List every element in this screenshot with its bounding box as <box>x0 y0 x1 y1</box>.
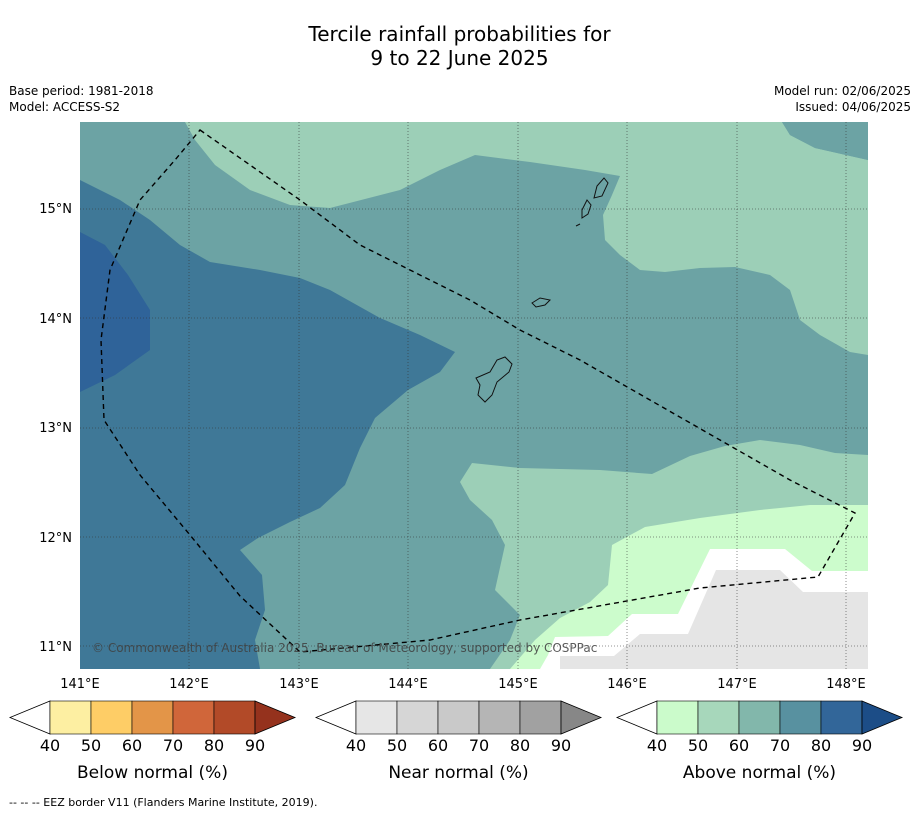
colorbar-segment <box>738 700 781 735</box>
colorbar-tick-label: 70 <box>770 736 790 755</box>
lon-label: 143°E <box>279 677 319 692</box>
lat-label: 14°N <box>39 312 72 327</box>
colorbar-label: Below normal (%) <box>77 763 228 783</box>
colorbar-segment <box>172 700 215 735</box>
eez-legend: -- -- -- EEZ border V11 (Flanders Marine… <box>9 796 318 809</box>
colorbar-segment <box>519 700 562 735</box>
colorbar-segment <box>478 700 521 735</box>
colorbar-segment <box>437 700 480 735</box>
top-right-above-50 <box>782 122 868 160</box>
lat-label: 11°N <box>39 640 72 655</box>
left-above-60-region <box>80 180 455 669</box>
colorbar-segment <box>49 700 92 735</box>
colorbar-tick-label: 40 <box>40 736 60 755</box>
colorbar-segment <box>697 700 740 735</box>
colorbar-tick-label: 90 <box>245 736 265 755</box>
lon-label: 144°E <box>388 677 428 692</box>
lon-label: 145°E <box>498 677 538 692</box>
colorbar-below-normal: 40 50 60 70 80 90 Below normal (%) <box>8 700 297 783</box>
island-rota <box>531 297 552 308</box>
colorbar-tick-label: 80 <box>811 736 831 755</box>
colorbar-segment <box>90 700 133 735</box>
near-normal-grey-area <box>560 570 868 669</box>
map-area: © Commonwealth of Australia 2025, Bureau… <box>80 122 868 669</box>
copyright-text: © Commonwealth of Australia 2025, Bureau… <box>92 641 597 655</box>
colorbar-under-arrow <box>8 700 51 735</box>
colorbar-tick-label: 90 <box>551 736 571 755</box>
title-line-1: Tercile rainfall probabilities for <box>308 22 611 46</box>
colorbar-tick-label: 60 <box>122 736 142 755</box>
colorbar-near-normal: 40 50 60 70 80 90 Near normal (%) <box>314 700 603 783</box>
colorbar-segment <box>779 700 822 735</box>
island-tinian <box>581 199 592 219</box>
latitude-labels: 15°N 14°N 13°N 12°N 11°N <box>39 202 72 655</box>
colorbar-tick-label: 40 <box>647 736 667 755</box>
base-period: Base period: 1981-2018 <box>9 84 154 98</box>
island-aguijan <box>575 223 581 227</box>
island-saipan <box>593 177 609 199</box>
colorbar-over-arrow <box>254 700 297 735</box>
issued-date: Issued: 04/06/2025 <box>795 100 911 114</box>
colorbar-segment <box>131 700 174 735</box>
title-line-2: 9 to 22 June 2025 <box>370 46 549 70</box>
colorbar-over-arrow <box>560 700 603 735</box>
lon-label: 146°E <box>607 677 647 692</box>
chart-title: Tercile rainfall probabilities for 9 to … <box>0 22 919 70</box>
colorbar-tick-label: 70 <box>163 736 183 755</box>
colorbar-tick-label: 50 <box>387 736 407 755</box>
colorbar-segment <box>656 700 699 735</box>
colorbar-tick-label: 50 <box>81 736 101 755</box>
grid-lines <box>80 122 868 669</box>
colorbar-tick-label: 60 <box>729 736 749 755</box>
islands <box>475 177 609 403</box>
meta-right: Model run: 02/06/2025 Issued: 04/06/2025 <box>774 83 911 115</box>
colorbar-segment <box>396 700 439 735</box>
colorbar-tick-label: 80 <box>204 736 224 755</box>
lat-label: 12°N <box>39 531 72 546</box>
island-guam <box>475 356 513 403</box>
lat-label: 15°N <box>39 202 72 217</box>
colorbar-segment <box>213 700 256 735</box>
colorbar-tick-label: 70 <box>469 736 489 755</box>
lon-label: 147°E <box>717 677 757 692</box>
model-run: Model run: 02/06/2025 <box>773 84 911 98</box>
lon-label: 141°E <box>60 677 100 692</box>
colorbar-tick-label: 90 <box>852 736 872 755</box>
longitude-labels: 141°E 142°E 143°E 144°E 145°E 146°E 147°… <box>60 677 866 692</box>
model-name: Model: ACCESS-S2 <box>9 100 121 114</box>
colorbar-above-normal: 40 50 60 70 80 90 Above normal (%) <box>615 700 904 783</box>
lon-label: 142°E <box>169 677 209 692</box>
colorbar-label: Near normal (%) <box>388 763 528 783</box>
colorbar-label: Above normal (%) <box>683 763 836 783</box>
lon-label: 148°E <box>826 677 866 692</box>
colorbar-tick-label: 60 <box>428 736 448 755</box>
colorbar-under-arrow <box>314 700 357 735</box>
colorbar-tick-label: 40 <box>346 736 366 755</box>
colorbar-segment <box>820 700 863 735</box>
lat-label: 13°N <box>39 421 72 436</box>
colorbar-tick-label: 80 <box>510 736 530 755</box>
colorbar-tick-label: 50 <box>688 736 708 755</box>
upper-above-40-region <box>185 122 868 355</box>
left-above-70-region <box>80 232 150 392</box>
meta-left: Base period: 1981-2018 Model: ACCESS-S2 <box>9 83 154 115</box>
colorbar-over-arrow <box>861 700 904 735</box>
colorbar-under-arrow <box>615 700 658 735</box>
colorbar-segment <box>355 700 398 735</box>
